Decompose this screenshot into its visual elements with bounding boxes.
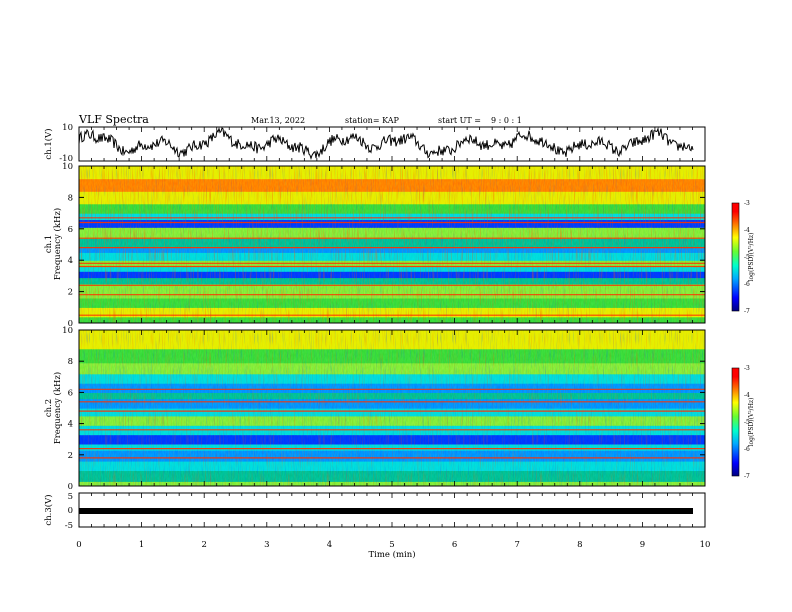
- ch2-ytick-10: 10: [62, 326, 73, 336]
- time-tick-label-9: 9: [640, 540, 645, 550]
- ch1-colorbar-ticks: -3 -4 -5 -6 -7: [744, 200, 750, 315]
- ch2-ytick-4: 4: [68, 420, 73, 430]
- ch1-spectrogram-emission-lines: [79, 217, 705, 316]
- ch1-colorbar-tick-4: -7: [744, 308, 750, 315]
- time-tick-label-1: 1: [139, 540, 144, 550]
- ch1-ytick-max: 10: [62, 123, 73, 133]
- ch2-ytick-6: 6: [68, 388, 73, 398]
- ch1-spectrogram-area: [79, 166, 705, 323]
- ch1-colorbar-tick-0: -3: [744, 200, 750, 207]
- time-tick-label-3: 3: [264, 540, 269, 550]
- ch1-ytick-4: 4: [68, 256, 73, 266]
- ch2-colorbar-tick-1: -4: [744, 392, 750, 399]
- ch1-ytick-2: 2: [68, 288, 73, 298]
- header-date: Mar.13, 2022: [251, 116, 305, 125]
- ch1-ytick-8: 8: [68, 193, 73, 203]
- minor-time-ticks: [78, 127, 706, 527]
- figure-title: VLF Spectra: [78, 113, 149, 126]
- ch1-ytick-0: 0: [68, 319, 73, 329]
- ch2-spectrogram-ylabel: Frequency (kHz): [52, 372, 63, 444]
- ch2-colorbar-tick-3: -6: [744, 446, 750, 453]
- time-tick-label-4: 4: [327, 540, 332, 550]
- ch2-colorbar-tick-0: -3: [744, 365, 750, 372]
- ch1-colorbar: [731, 202, 740, 312]
- ch1-spectrogram-ylabel: Frequency (kHz): [52, 208, 63, 280]
- ch1-colorbar-label: log(PSD)(V²/Hz): [748, 233, 755, 282]
- header-start-label: start UT =: [438, 116, 481, 125]
- figure-header: VLF Spectra Mar.13, 2022 station= KAP st…: [78, 113, 522, 126]
- ch3-waveform-ylabel: ch.3(V): [43, 494, 54, 525]
- ch1-colorbar-tick-3: -6: [744, 281, 750, 288]
- header-station: station= KAP: [345, 116, 400, 125]
- ch3-ytick-zero: 0: [68, 506, 73, 516]
- ch1-spectrogram-blue-streaks: [79, 166, 705, 323]
- time-tick-label-7: 7: [514, 540, 519, 550]
- ch2-spectrogram-emission-lines: [79, 388, 705, 459]
- ch2-colorbar-tick-4: -7: [744, 473, 750, 480]
- ch1-colorbar-tick-2: -5: [744, 254, 750, 261]
- ch2-spectrogram-area: [79, 330, 705, 486]
- ch3-waveform-panel: 5 0 -5 ch.3(V) 0 1 2 3 4 5 6 7 8 9 10 Time (min): [43, 492, 710, 560]
- time-axis-ticks: 0 1 2 3 4 5 6 7 8 9 10: [76, 540, 710, 550]
- time-tick-label-8: 8: [577, 540, 582, 550]
- ch3-waveform-trace: [79, 508, 693, 514]
- ch1-ytick-6: 6: [68, 225, 73, 235]
- time-tick-label-6: 6: [452, 540, 457, 550]
- ch3-ytick-min: -5: [65, 521, 73, 531]
- ch2-spectrogram-blue-streaks: [79, 330, 705, 486]
- ch2-colorbar-ticks: -3 -4 -5 -6 -7: [744, 365, 750, 480]
- ch1-ytick-10: 10: [62, 162, 73, 172]
- time-axis-label: Time (min): [368, 549, 415, 560]
- ch2-frequency-ticks: 0 2 4 6 8 10: [62, 326, 705, 492]
- ch1-waveform-ylabel: ch.1(V): [43, 128, 54, 159]
- time-tick-label-2: 2: [201, 540, 206, 550]
- ch1-waveform-trace: [78, 126, 694, 161]
- ch2-colorbar: [731, 367, 740, 477]
- header-start-time: 9 : 0 : 1: [491, 116, 522, 125]
- ch1-ytick-min: -10: [59, 154, 73, 164]
- ch2-ytick-8: 8: [68, 357, 73, 367]
- ch2-colorbar-label: log(PSD)(V²/Hz): [748, 398, 755, 447]
- time-tick-label-5: 5: [389, 540, 394, 550]
- ch2-colorbar-tick-2: -5: [744, 419, 750, 426]
- ch2-ytick-0: 0: [68, 482, 73, 492]
- ch2-ytick-2: 2: [68, 451, 73, 461]
- ch1-frequency-ticks: 0 2 4 6 8 10: [62, 162, 705, 329]
- ch1-waveform-panel: 10 -10 ch.1(V): [43, 123, 706, 164]
- ch1-spectrogram-ylabel-channel: ch.1: [44, 235, 54, 253]
- ch2-spectrogram-ylabel-channel: ch.2: [44, 399, 54, 417]
- time-tick-label-10: 10: [700, 540, 711, 550]
- time-tick-label-0: 0: [76, 540, 81, 550]
- ch3-ytick-max: 5: [68, 492, 73, 502]
- ch1-colorbar-tick-1: -4: [744, 227, 750, 234]
